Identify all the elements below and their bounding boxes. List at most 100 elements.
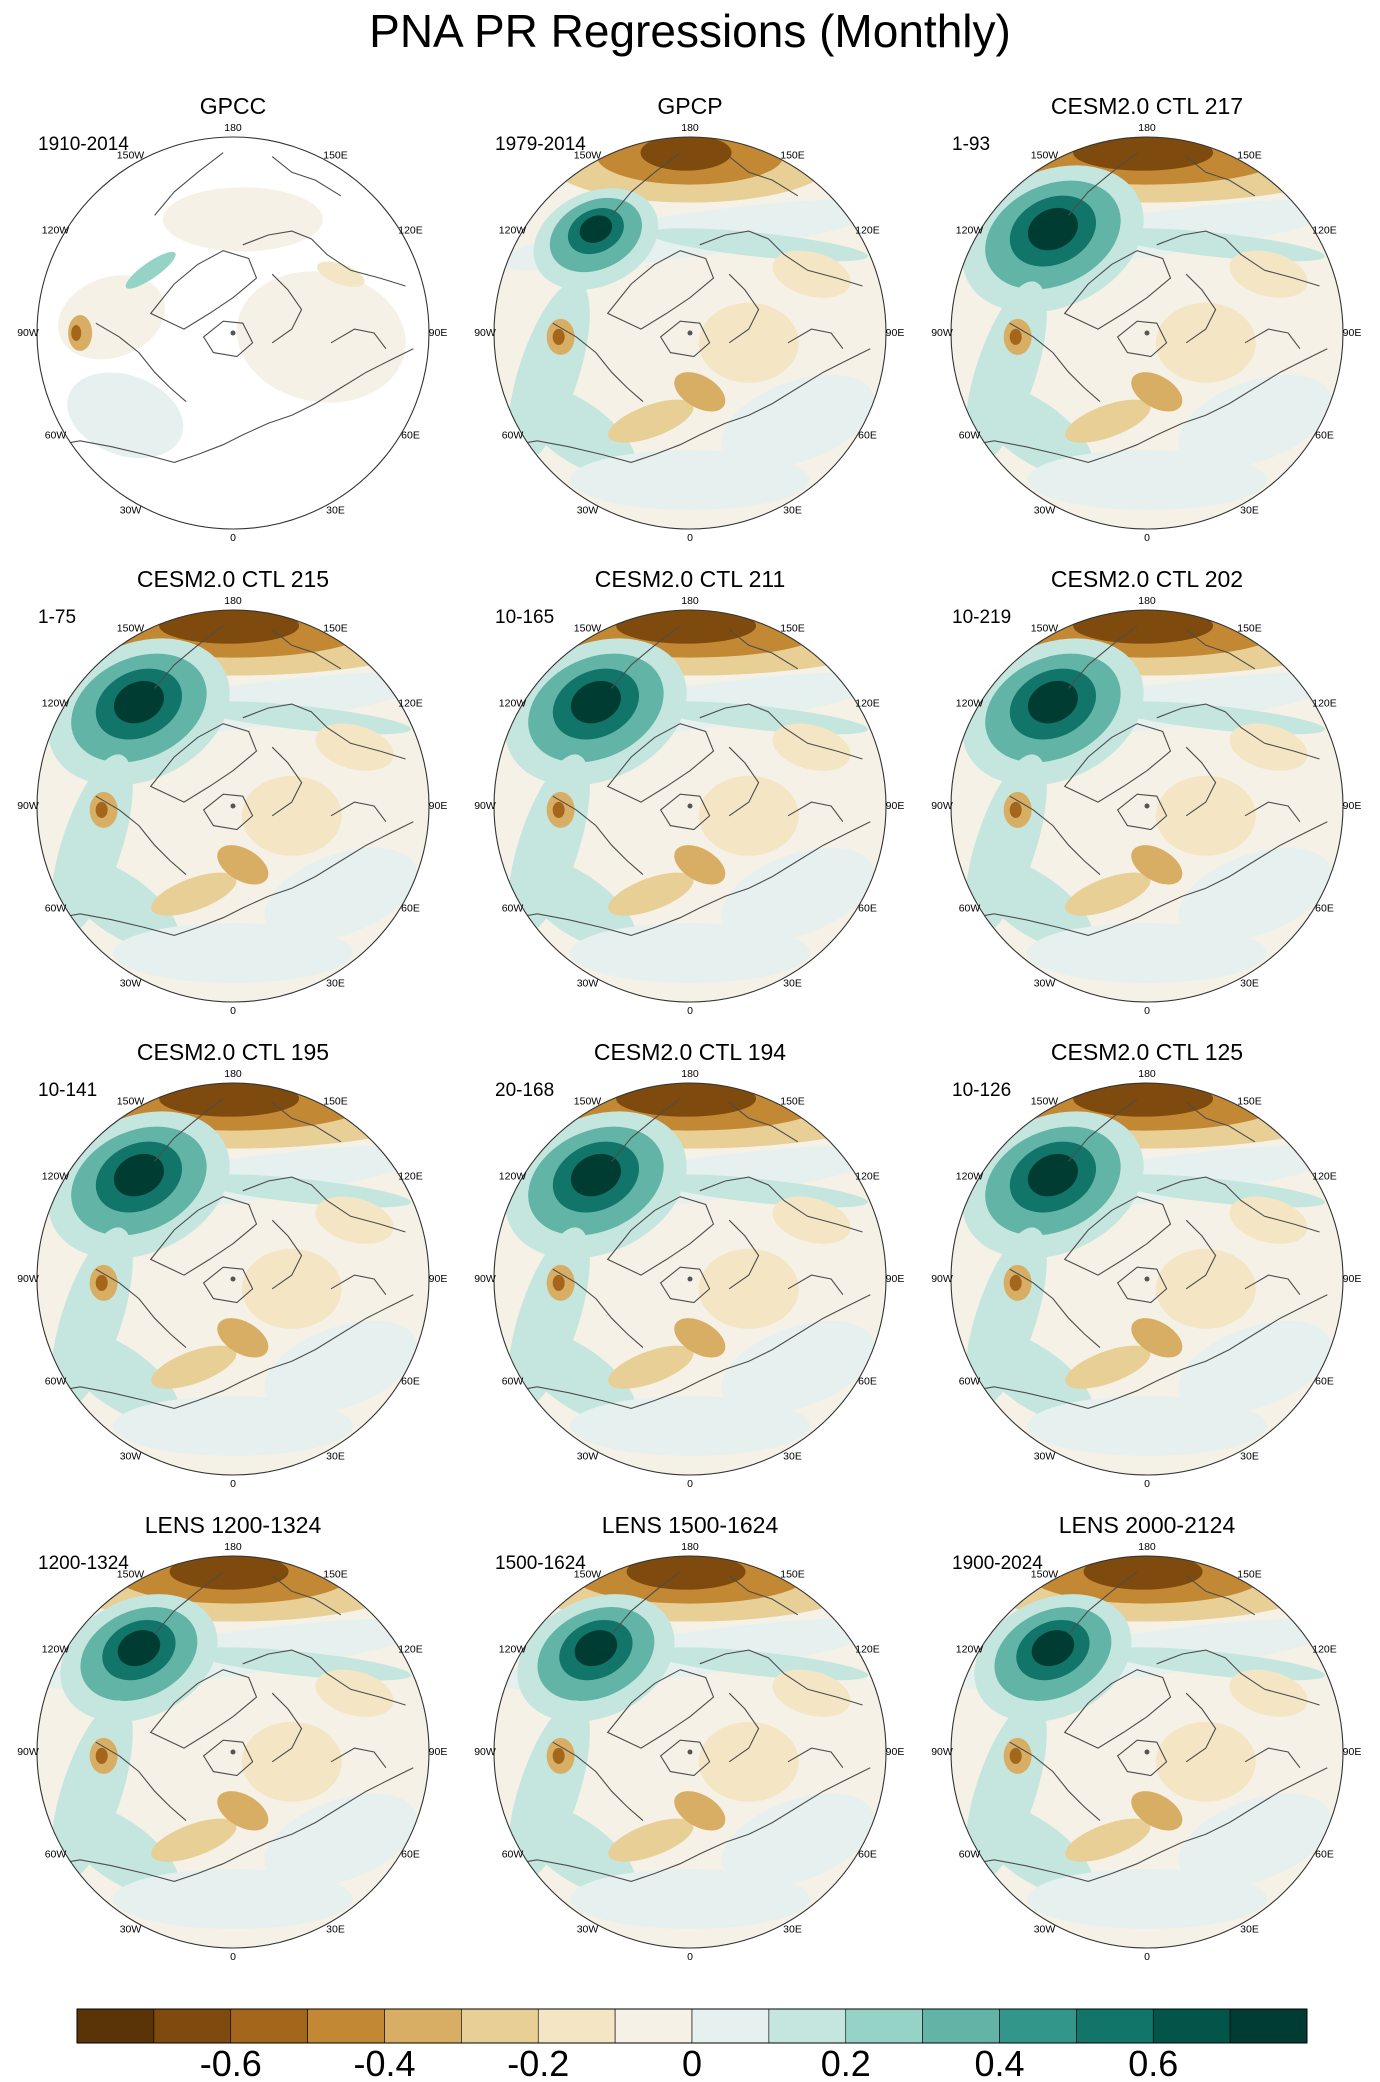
- longitude-label: 90W: [931, 1273, 953, 1285]
- coastline: [1116, 793, 1168, 831]
- longitude-label: 0: [1144, 1005, 1150, 1017]
- longitude-label: 30W: [1034, 504, 1056, 516]
- longitude-label: 120W: [956, 1170, 984, 1182]
- longitude-label: 120W: [956, 224, 984, 236]
- longitude-label: 150E: [323, 622, 348, 634]
- longitude-label: 90E: [1343, 327, 1362, 339]
- negative-anomaly: [674, 1318, 726, 1358]
- coastline: [659, 1739, 711, 1777]
- coastline: [611, 1098, 681, 1162]
- coastline: [1156, 1176, 1320, 1233]
- negative-anomaly: [608, 872, 694, 916]
- north-pole: [1144, 803, 1150, 809]
- negative-anomaly: [317, 261, 365, 287]
- map-panel: CESM2.0 CTL 195 10-141 180 150E 120E 90E 60E 30…: [17, 1039, 447, 1490]
- longitude-label: 60W: [959, 902, 981, 914]
- coastlines: [503, 1098, 871, 1409]
- coastline: [1063, 1196, 1172, 1276]
- longitude-label: 60W: [502, 1848, 524, 1860]
- negative-anomaly: [616, 610, 757, 644]
- regression-field: [951, 610, 1343, 1002]
- coastline: [611, 1571, 681, 1635]
- longitude-label: 30W: [577, 1450, 599, 1462]
- north-pole: [687, 330, 693, 336]
- regression-field: [951, 1556, 1343, 1948]
- map-boundary: [493, 1082, 887, 1476]
- longitude-label: 30W: [577, 977, 599, 989]
- negative-anomaly: [772, 1196, 851, 1244]
- coastline: [699, 230, 863, 287]
- longitude-label: 30W: [120, 1450, 142, 1462]
- negative-anomaly: [1073, 1083, 1214, 1117]
- negative-anomaly: [1009, 1747, 1022, 1764]
- panel-title: GPCC: [200, 93, 266, 119]
- coastlines: [46, 152, 414, 463]
- coastline: [95, 1741, 187, 1822]
- coastline: [202, 320, 254, 358]
- negative-anomaly: [95, 1747, 108, 1764]
- longitude-label: 180: [1138, 1068, 1156, 1080]
- coastline: [503, 1767, 871, 1882]
- longitude-label: 120W: [956, 697, 984, 709]
- panel-title: CESM2.0 CTL 202: [1051, 566, 1243, 592]
- negative-anomaly: [1229, 250, 1308, 298]
- longitude-label: 90E: [1343, 1746, 1362, 1758]
- longitude-label: 0: [687, 1005, 693, 1017]
- coastline: [154, 1571, 224, 1635]
- colorbar-box: [384, 2008, 462, 2044]
- regression-field: [494, 137, 886, 529]
- negative-anomaly: [315, 1669, 394, 1717]
- positive-anomaly: [59, 1329, 180, 1425]
- panel-years: 1900-2024: [952, 1553, 1043, 1574]
- longitude-label: 90W: [17, 1746, 39, 1758]
- longitude-label: 120W: [42, 1643, 70, 1655]
- coastline: [1185, 1102, 1256, 1143]
- negative-anomaly: [169, 1556, 289, 1590]
- longitude-label: 150W: [574, 1568, 602, 1580]
- negative-anomaly: [1065, 399, 1151, 443]
- colorbar-box: [461, 2008, 539, 2044]
- coastline: [330, 328, 387, 350]
- longitude-label: 90E: [886, 1273, 905, 1285]
- negative-anomaly: [674, 1791, 726, 1831]
- longitude-label: 90W: [474, 1746, 496, 1758]
- panel-title: LENS 1500-1624: [602, 1512, 779, 1538]
- coastline: [1068, 625, 1138, 689]
- map-panel: GPCC 1910-2014 180 150E 120E 90E 60E 30E 0 30W 60W…: [17, 93, 447, 544]
- longitude-label: 60E: [1315, 902, 1334, 914]
- coastline: [1244, 1274, 1301, 1296]
- regression-field: [37, 1556, 429, 1948]
- longitude-label: 0: [230, 1005, 236, 1017]
- colorbar-tick-label: 0.6: [1128, 2043, 1178, 2082]
- positive-anomaly: [516, 1329, 637, 1425]
- coastline: [95, 1268, 187, 1349]
- coastline: [728, 1692, 760, 1763]
- north-pole: [687, 1276, 693, 1282]
- coastline: [202, 793, 254, 831]
- negative-anomaly: [1073, 137, 1214, 171]
- positive-anomaly: [125, 251, 176, 289]
- coastline: [606, 250, 715, 330]
- longitude-label: 90W: [17, 800, 39, 812]
- panel-title: CESM2.0 CTL 194: [594, 1039, 786, 1065]
- negative-anomaly: [1155, 1721, 1256, 1802]
- map-boundary: [493, 136, 887, 530]
- colorbar-frame: [76, 2008, 1308, 2044]
- land-field: [236, 271, 406, 403]
- north-pole: [230, 803, 236, 809]
- coastline: [242, 703, 406, 760]
- negative-anomaly: [772, 723, 851, 771]
- positive-anomaly: [1027, 1869, 1267, 1929]
- coastline: [960, 348, 1328, 463]
- coastline: [1009, 1741, 1101, 1822]
- coastline: [202, 1739, 254, 1777]
- coastlines: [503, 625, 871, 936]
- longitude-label: 60E: [1315, 429, 1334, 441]
- coastline: [1244, 801, 1301, 823]
- longitude-label: 0: [1144, 532, 1150, 544]
- longitude-label: 180: [1138, 1541, 1156, 1553]
- positive-anomaly: [1178, 374, 1332, 468]
- positive-anomaly: [264, 1793, 418, 1887]
- longitude-label: 180: [224, 1068, 242, 1080]
- longitude-label: 150E: [1237, 149, 1262, 161]
